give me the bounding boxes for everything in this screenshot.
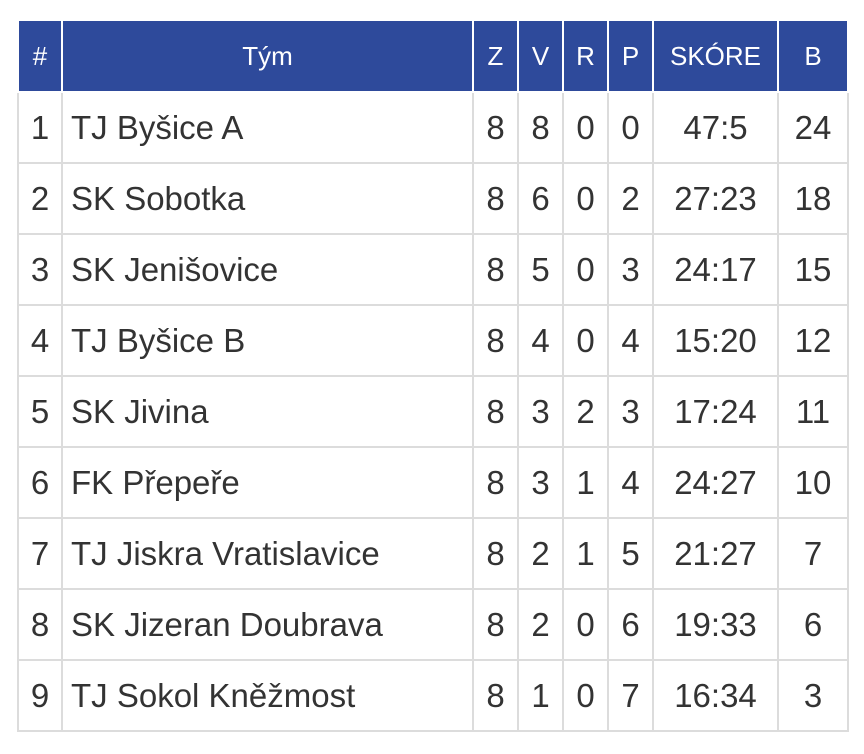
cell-score: 24:17 — [652, 233, 779, 306]
cell-score: 16:34 — [652, 659, 779, 732]
cell-points: 7 — [777, 517, 849, 590]
cell-lost: 7 — [607, 659, 654, 732]
header-points[interactable]: B — [777, 19, 849, 93]
cell-points: 15 — [777, 233, 849, 306]
cell-won: 1 — [517, 659, 564, 732]
cell-team[interactable]: SK Jizeran Doubrava — [61, 588, 474, 661]
standings-container: # Tým Z V R P SKÓRE B 1 TJ Byšice A 8 8 0 0 47… — [17, 19, 849, 732]
cell-rank: 7 — [17, 517, 63, 590]
cell-drawn: 0 — [562, 91, 609, 164]
cell-lost: 4 — [607, 446, 654, 519]
cell-played: 8 — [472, 446, 519, 519]
table-row: 2 SK Sobotka 8 6 0 2 27:23 18 — [17, 162, 849, 235]
cell-points: 10 — [777, 446, 849, 519]
cell-points: 24 — [777, 91, 849, 164]
cell-team[interactable]: TJ Sokol Kněžmost — [61, 659, 474, 732]
cell-lost: 5 — [607, 517, 654, 590]
cell-rank: 8 — [17, 588, 63, 661]
cell-points: 3 — [777, 659, 849, 732]
cell-score: 15:20 — [652, 304, 779, 377]
cell-rank: 3 — [17, 233, 63, 306]
cell-team[interactable]: SK Jivina — [61, 375, 474, 448]
cell-rank: 9 — [17, 659, 63, 732]
cell-lost: 2 — [607, 162, 654, 235]
cell-drawn: 1 — [562, 517, 609, 590]
header-score[interactable]: SKÓRE — [652, 19, 779, 93]
cell-rank: 2 — [17, 162, 63, 235]
cell-team[interactable]: TJ Byšice A — [61, 91, 474, 164]
cell-drawn: 1 — [562, 446, 609, 519]
cell-score: 47:5 — [652, 91, 779, 164]
header-row: # Tým Z V R P SKÓRE B — [17, 19, 849, 93]
cell-rank: 4 — [17, 304, 63, 377]
cell-score: 21:27 — [652, 517, 779, 590]
cell-team[interactable]: FK Přepeře — [61, 446, 474, 519]
cell-lost: 3 — [607, 375, 654, 448]
cell-team[interactable]: TJ Byšice B — [61, 304, 474, 377]
cell-points: 11 — [777, 375, 849, 448]
cell-team[interactable]: SK Sobotka — [61, 162, 474, 235]
cell-score: 24:27 — [652, 446, 779, 519]
table-header: # Tým Z V R P SKÓRE B — [17, 19, 849, 93]
cell-lost: 4 — [607, 304, 654, 377]
cell-rank: 1 — [17, 91, 63, 164]
table-row: 3 SK Jenišovice 8 5 0 3 24:17 15 — [17, 233, 849, 306]
cell-played: 8 — [472, 517, 519, 590]
cell-score: 17:24 — [652, 375, 779, 448]
cell-played: 8 — [472, 375, 519, 448]
cell-team[interactable]: TJ Jiskra Vratislavice — [61, 517, 474, 590]
cell-rank: 5 — [17, 375, 63, 448]
table-row: 4 TJ Byšice B 8 4 0 4 15:20 12 — [17, 304, 849, 377]
table-row: 7 TJ Jiskra Vratislavice 8 2 1 5 21:27 7 — [17, 517, 849, 590]
cell-won: 3 — [517, 375, 564, 448]
header-played[interactable]: Z — [472, 19, 519, 93]
cell-won: 2 — [517, 588, 564, 661]
standings-table: # Tým Z V R P SKÓRE B 1 TJ Byšice A 8 8 0 0 47… — [17, 19, 849, 732]
cell-drawn: 0 — [562, 304, 609, 377]
table-body: 1 TJ Byšice A 8 8 0 0 47:5 24 2 SK Sobotka 8 6 0 2 27:… — [17, 91, 849, 732]
header-drawn[interactable]: R — [562, 19, 609, 93]
table-row: 1 TJ Byšice A 8 8 0 0 47:5 24 — [17, 91, 849, 164]
cell-points: 12 — [777, 304, 849, 377]
cell-drawn: 0 — [562, 162, 609, 235]
cell-won: 4 — [517, 304, 564, 377]
cell-played: 8 — [472, 162, 519, 235]
cell-played: 8 — [472, 659, 519, 732]
cell-points: 18 — [777, 162, 849, 235]
cell-score: 19:33 — [652, 588, 779, 661]
cell-won: 8 — [517, 91, 564, 164]
cell-won: 6 — [517, 162, 564, 235]
cell-team[interactable]: SK Jenišovice — [61, 233, 474, 306]
cell-points: 6 — [777, 588, 849, 661]
cell-played: 8 — [472, 233, 519, 306]
table-row: 9 TJ Sokol Kněžmost 8 1 0 7 16:34 3 — [17, 659, 849, 732]
cell-lost: 3 — [607, 233, 654, 306]
cell-played: 8 — [472, 91, 519, 164]
header-won[interactable]: V — [517, 19, 564, 93]
cell-won: 2 — [517, 517, 564, 590]
cell-rank: 6 — [17, 446, 63, 519]
cell-drawn: 0 — [562, 233, 609, 306]
cell-drawn: 2 — [562, 375, 609, 448]
table-row: 8 SK Jizeran Doubrava 8 2 0 6 19:33 6 — [17, 588, 849, 661]
header-lost[interactable]: P — [607, 19, 654, 93]
table-row: 5 SK Jivina 8 3 2 3 17:24 11 — [17, 375, 849, 448]
cell-played: 8 — [472, 588, 519, 661]
cell-played: 8 — [472, 304, 519, 377]
cell-lost: 0 — [607, 91, 654, 164]
cell-won: 3 — [517, 446, 564, 519]
cell-lost: 6 — [607, 588, 654, 661]
cell-drawn: 0 — [562, 659, 609, 732]
cell-won: 5 — [517, 233, 564, 306]
header-team[interactable]: Tým — [61, 19, 474, 93]
cell-drawn: 0 — [562, 588, 609, 661]
cell-score: 27:23 — [652, 162, 779, 235]
table-row: 6 FK Přepeře 8 3 1 4 24:27 10 — [17, 446, 849, 519]
header-rank[interactable]: # — [17, 19, 63, 93]
